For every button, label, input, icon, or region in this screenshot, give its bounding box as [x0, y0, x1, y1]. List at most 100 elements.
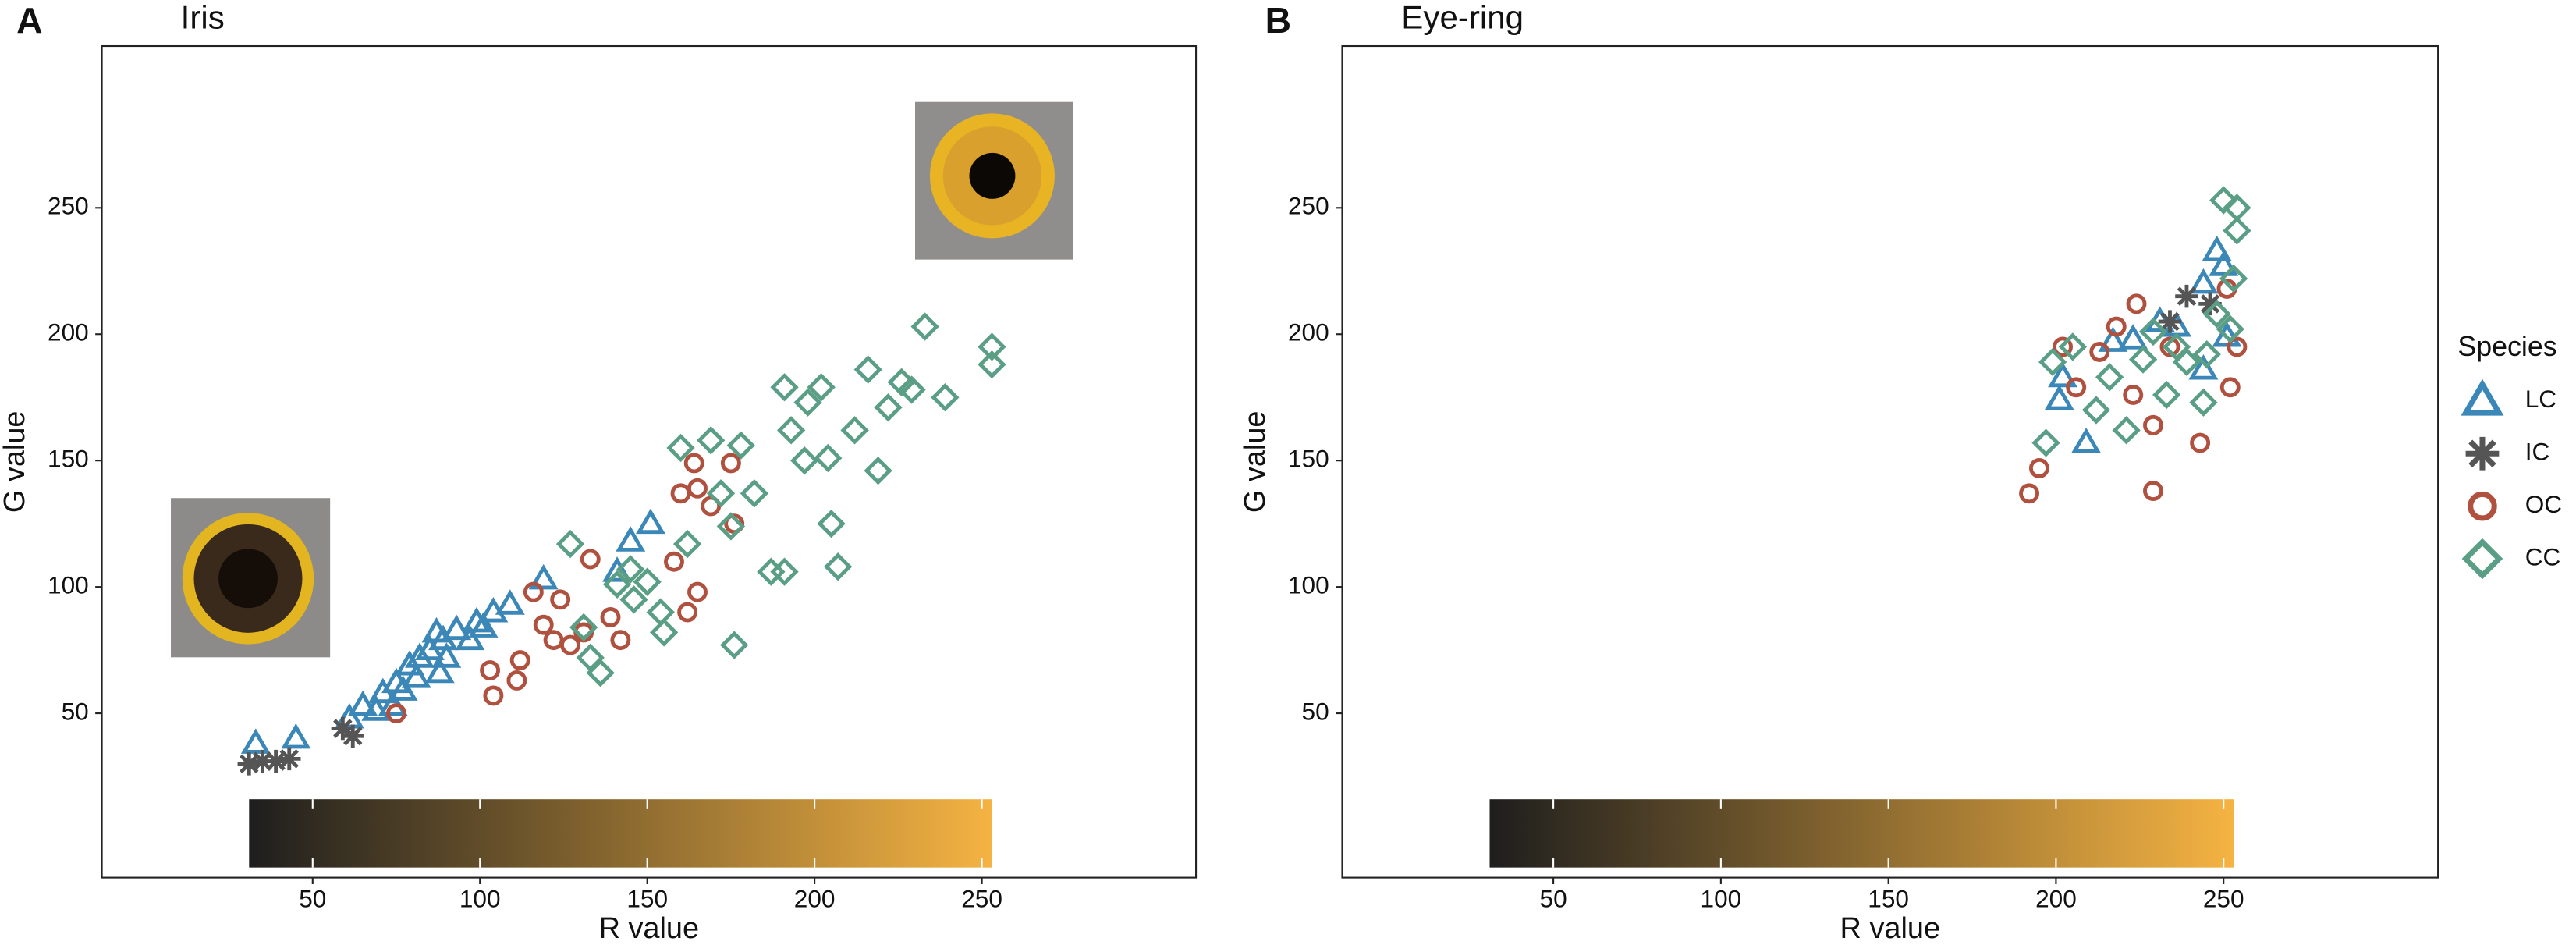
point	[910, 312, 939, 341]
panel-title: Iris	[181, 0, 225, 35]
point	[823, 552, 853, 581]
point	[2192, 339, 2221, 369]
point	[468, 612, 499, 638]
point	[509, 650, 530, 671]
point	[633, 567, 662, 596]
point	[864, 456, 892, 485]
x-tick-label: 200	[2035, 884, 2077, 912]
y-tick-label: 50	[1302, 697, 1329, 725]
x-tick-label: 150	[626, 884, 668, 912]
point	[2138, 317, 2168, 346]
legend-label: CC	[2525, 542, 2561, 570]
point	[2143, 414, 2163, 435]
point	[278, 747, 301, 771]
y-tick-label: 200	[1288, 318, 1329, 346]
point	[586, 659, 615, 687]
point	[2028, 457, 2049, 478]
point	[2058, 332, 2088, 361]
x-tick-label: 150	[1868, 884, 1909, 912]
point	[2123, 385, 2144, 405]
y-tick-label: 100	[48, 570, 89, 599]
point	[388, 675, 418, 701]
point	[2089, 341, 2110, 362]
point	[2118, 324, 2148, 350]
x-tick-label: 50	[299, 884, 326, 912]
point	[550, 589, 571, 610]
point	[2128, 345, 2158, 374]
point	[264, 749, 288, 773]
legend-marker	[2465, 436, 2500, 471]
point	[2044, 384, 2074, 410]
point	[740, 479, 769, 508]
point	[2219, 264, 2248, 293]
point	[2126, 293, 2147, 314]
point	[619, 585, 648, 614]
point	[701, 496, 722, 517]
x-axis-title: R value	[1840, 912, 1940, 945]
point	[2202, 235, 2232, 261]
point	[2071, 427, 2102, 453]
y-tick-label: 250	[48, 192, 89, 220]
point	[341, 724, 364, 748]
point	[2031, 428, 2060, 457]
point	[2112, 416, 2141, 445]
point	[334, 703, 364, 729]
point	[2188, 268, 2219, 294]
point	[610, 630, 631, 651]
point	[2095, 363, 2124, 392]
point	[2189, 388, 2218, 417]
panel-label: B	[1265, 0, 1291, 41]
point	[646, 598, 675, 627]
point	[790, 446, 819, 475]
point	[533, 614, 554, 635]
y-tick-label: 50	[62, 697, 89, 725]
x-tick-label: 50	[1540, 884, 1567, 912]
point	[442, 614, 472, 641]
point	[817, 509, 846, 538]
y-axis-title: G value	[0, 411, 31, 513]
point	[528, 563, 559, 590]
eye-photo	[171, 498, 331, 658]
panel-label: A	[16, 0, 42, 41]
point	[726, 431, 755, 460]
point	[720, 631, 749, 659]
point	[386, 703, 406, 724]
point	[770, 373, 799, 402]
legend-label: IC	[2525, 438, 2550, 466]
y-tick-label: 150	[1288, 445, 1329, 473]
point	[672, 529, 702, 559]
point	[716, 512, 746, 541]
point	[2223, 216, 2251, 245]
point	[543, 630, 564, 651]
point	[483, 685, 504, 706]
point	[2158, 310, 2182, 333]
point	[2106, 316, 2127, 337]
point	[2162, 332, 2191, 361]
point	[580, 549, 601, 570]
point	[480, 660, 501, 680]
colorbar	[249, 799, 992, 868]
point	[237, 752, 261, 776]
point	[2038, 347, 2067, 377]
point	[2219, 377, 2241, 398]
point	[523, 581, 544, 602]
point	[687, 581, 708, 602]
point	[814, 443, 843, 473]
x-tick-label: 100	[1701, 884, 1742, 912]
point	[2048, 361, 2077, 388]
x-axis-title: R value	[599, 912, 699, 945]
point	[506, 670, 527, 691]
point	[602, 556, 633, 582]
point	[793, 388, 822, 417]
point	[616, 555, 645, 584]
x-tick-label: 100	[459, 884, 501, 912]
point	[677, 602, 698, 623]
point	[897, 375, 926, 404]
point	[840, 416, 869, 445]
point	[670, 483, 691, 504]
point	[649, 618, 679, 647]
x-tick-label: 250	[961, 884, 1002, 912]
point	[2081, 396, 2111, 425]
point	[421, 616, 452, 643]
